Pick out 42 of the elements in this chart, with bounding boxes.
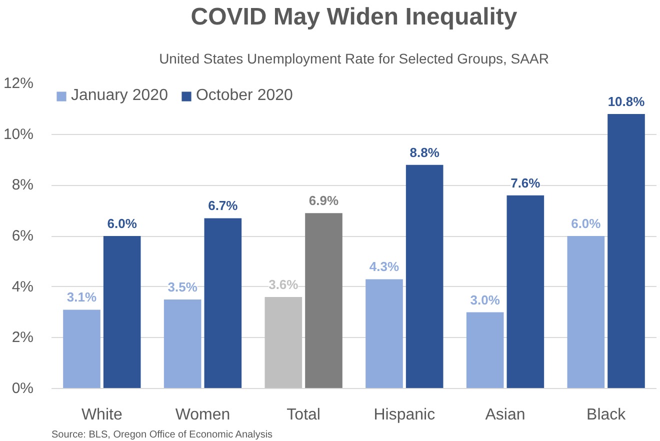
bar: [567, 236, 605, 388]
y-tick-label: 6%: [12, 228, 34, 244]
bar: [608, 114, 645, 388]
data-label: 3.1%: [66, 290, 98, 305]
y-tick-label: 10%: [3, 126, 34, 143]
bar: [204, 218, 242, 388]
bar: [506, 195, 544, 388]
bar: [366, 279, 403, 388]
data-label: 3.0%: [470, 292, 500, 308]
y-tick-label: 4%: [12, 278, 34, 296]
legend-label: January 2020: [71, 87, 168, 105]
bar: [406, 164, 444, 388]
y-tick-label: 12%: [3, 75, 34, 92]
data-label: 7.6%: [510, 175, 541, 190]
bar: [305, 213, 342, 388]
bar: [63, 310, 100, 388]
data-label: 10.8%: [608, 94, 646, 109]
bar: [103, 236, 141, 388]
chart-title: COVID May Widen Inequality: [190, 4, 518, 30]
y-tick-label: 0%: [12, 380, 34, 397]
y-tick-label: 8%: [12, 176, 34, 194]
source-note: Source: BLS, Oregon Office of Economic Analysis: [52, 430, 273, 440]
x-tick-label: Total: [286, 406, 320, 424]
data-label: 6.9%: [308, 193, 340, 208]
y-tick-label: 2%: [12, 329, 34, 346]
data-label: 6.7%: [208, 198, 238, 214]
legend-label: October 2020: [196, 87, 293, 105]
chart-subtitle: United States Unemployment Rate for Selected Groups, SAAR: [159, 50, 549, 66]
data-label: 3.5%: [168, 280, 198, 295]
x-tick-label: Asian: [485, 406, 526, 424]
x-tick-label: White: [81, 406, 122, 424]
x-tick-label: Hispanic: [374, 406, 436, 424]
x-tick-label: Black: [586, 406, 627, 424]
data-label: 3.6%: [268, 277, 299, 292]
bar: [164, 300, 202, 388]
x-tick-label: Women: [175, 406, 230, 424]
data-label: 8.8%: [410, 144, 440, 160]
data-label: 6.0%: [571, 216, 602, 231]
data-label: 6.0%: [107, 216, 138, 231]
data-label: 4.3%: [369, 259, 400, 274]
bar: [466, 312, 504, 388]
bar: [264, 297, 302, 388]
